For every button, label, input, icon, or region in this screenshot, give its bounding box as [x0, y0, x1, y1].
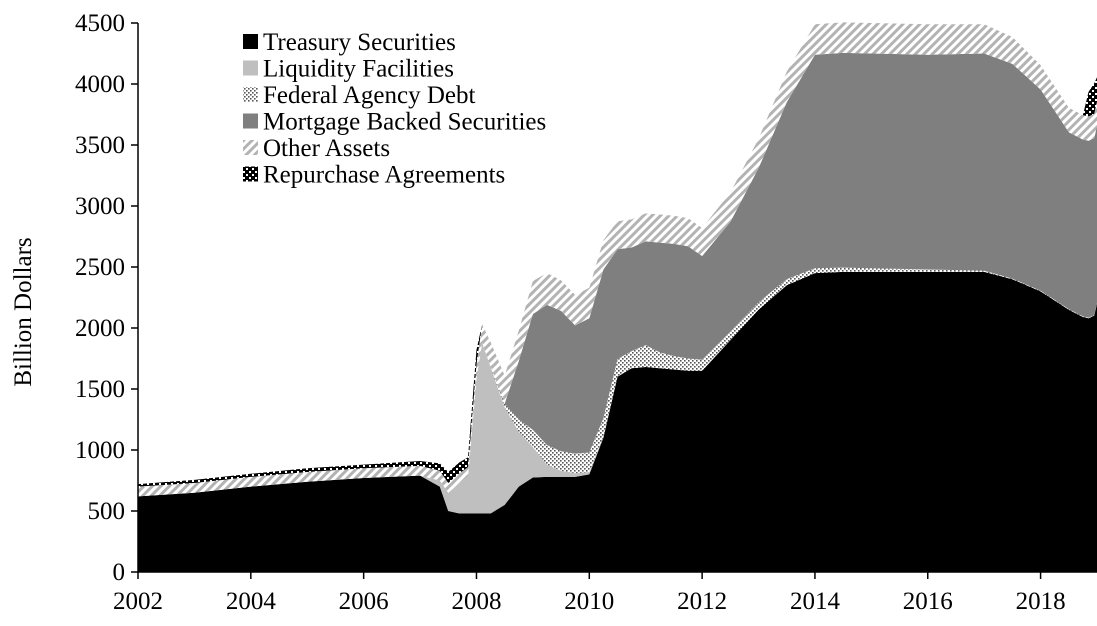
y-tick-label: 2000	[75, 315, 125, 342]
legend-swatch-federal-agency-debt	[243, 87, 258, 102]
y-axis-ticks: 0 500 1000 1500 2000 2500 3000 3500 4000 4500	[75, 10, 138, 586]
y-tick-label: 4500	[75, 10, 125, 37]
x-tick-label: 2006	[339, 588, 389, 615]
legend-swatch-repurchase-agreements	[243, 166, 258, 182]
legend-label-repurchase-agreements: Repurchase Agreements	[263, 162, 505, 189]
y-tick-label: 1500	[75, 376, 125, 403]
axes	[137, 23, 1097, 573]
legend-swatch-treasury-securities	[243, 34, 258, 49]
y-tick-label: 2500	[75, 254, 125, 281]
area-treasury-securities	[138, 271, 1097, 572]
x-tick-label: 2008	[451, 588, 501, 615]
y-tick-label: 1000	[75, 437, 125, 464]
y-tick-label: 3000	[75, 193, 125, 220]
x-tick-label: 2016	[903, 588, 953, 615]
y-tick-label: 500	[88, 498, 126, 525]
x-axis-ticks: 2002 2004 2006 2008 2010 2012 2014 2016 2018	[113, 572, 1066, 615]
x-tick-label: 2002	[113, 588, 163, 615]
legend-label-federal-agency-debt: Federal Agency Debt	[263, 82, 475, 109]
y-tick-label: 4000	[75, 71, 125, 98]
legend-swatch-liquidity-facilities	[243, 60, 258, 76]
legend-swatch-other-assets	[243, 140, 258, 155]
legend-label-liquidity-facilities: Liquidity Facilities	[263, 56, 454, 83]
plot-areas	[138, 22, 1097, 572]
y-tick-label: 0	[113, 559, 126, 586]
y-axis-title: Billion Dollars	[10, 237, 37, 386]
x-tick-label: 2014	[790, 588, 841, 615]
y-tick-label: 3500	[75, 132, 125, 159]
legend-label-other-assets: Other Assets	[263, 135, 390, 162]
x-tick-label: 2012	[677, 588, 727, 615]
x-tick-label: 2004	[226, 588, 277, 615]
x-tick-label: 2018	[1016, 588, 1066, 615]
x-tick-label: 2010	[564, 588, 614, 615]
legend-label-treasury-securities: Treasury Securities	[263, 29, 456, 56]
legend-swatch-mortgage-backed-securities	[243, 113, 258, 129]
legend-label-mortgage-backed-securities: Mortgage Backed Securities	[263, 109, 546, 136]
area-mortgage-backed-securities	[138, 52, 1097, 497]
